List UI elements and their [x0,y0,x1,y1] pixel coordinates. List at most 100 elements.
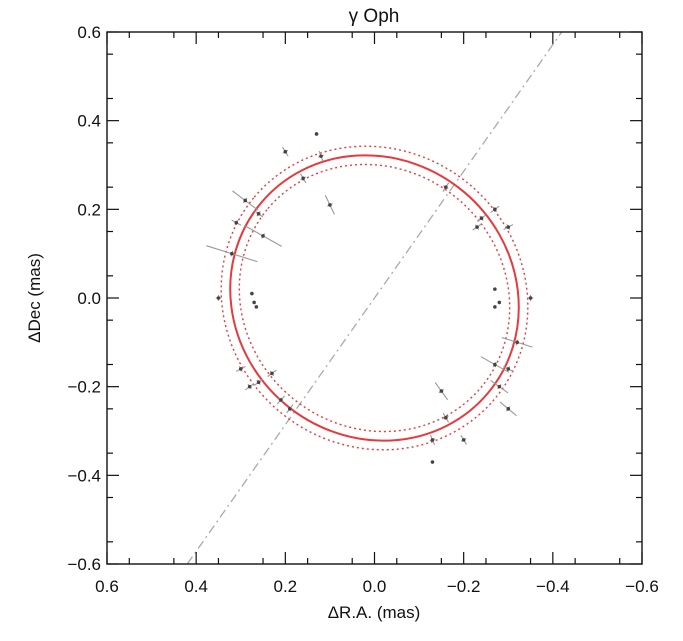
data-marker [475,225,479,229]
data-marker [238,367,243,371]
data-point [460,435,467,445]
data-point [490,205,500,213]
data-point [442,182,450,192]
data-point [282,146,289,157]
y-axis-title: ΔDec (mas) [25,253,44,343]
data-point [253,378,264,386]
data-marker [528,296,533,300]
data-marker [493,207,497,212]
data-marker [430,460,435,464]
data-marker [319,154,323,158]
data-marker [279,398,283,402]
data-point [480,356,510,373]
data-marker [497,384,502,389]
data-point [527,295,534,301]
fitted-orbit-ellipse [229,154,520,442]
data-marker [314,132,319,136]
data-marker [230,251,234,256]
data-marker [506,367,511,371]
data-marker [493,287,497,291]
data-marker [252,300,256,305]
data-marker [283,149,288,154]
data-marker [444,415,448,420]
y-tick-label: −0.4 [67,466,101,485]
chart-title: γ Oph [349,6,400,27]
data-point [286,404,294,414]
y-axis-ticks: 0.6 0.4 0.2 0.0 −0.2 −0.4 −0.6 [67,23,642,574]
data-point [252,300,256,305]
data-point [232,190,259,211]
data-marker [256,380,261,385]
data-point [244,383,255,391]
data-point [253,210,264,218]
data-marker [506,225,511,229]
data-point [490,379,509,394]
data-point [250,291,254,296]
data-point [499,401,517,417]
data-point [476,214,487,222]
data-point [299,173,307,184]
y-tick-label: 0.0 [77,289,101,308]
data-point [276,395,285,405]
data-marker [254,305,259,309]
data-marker [270,371,274,376]
data-point [503,365,514,372]
y-tick-label: 0.6 [77,23,101,42]
data-marker [247,384,252,389]
data-marker [506,407,511,411]
data-marker [439,389,444,393]
data-marker [515,340,519,345]
orientation-line [186,32,563,564]
data-marker [328,203,332,207]
x-tick-label: 0.4 [184,577,208,596]
data-point [231,219,242,226]
data-marker [444,185,448,189]
data-point [206,245,258,263]
y-tick-label: 0.2 [77,200,101,219]
data-marker [479,216,484,220]
x-tick-label: −0.4 [536,577,570,596]
data-point [267,369,277,377]
x-tick-label: −0.2 [447,577,481,596]
data-point [318,150,324,162]
data-point [235,365,246,372]
data-point [434,382,449,401]
outer-bound-ellipse [220,145,529,451]
data-point [324,195,336,215]
data-point [254,305,259,309]
data-marker [287,407,292,411]
x-tick-label: 0.6 [95,577,119,596]
data-marker [256,211,261,216]
x-tick-label: −0.6 [625,577,659,596]
data-marker [243,198,248,203]
data-point [244,224,282,247]
data-points [206,132,534,464]
data-marker [261,234,265,238]
data-marker [493,305,497,309]
x-tick-label: 0.0 [363,577,387,596]
data-marker [430,438,435,442]
y-tick-label: 0.4 [77,112,101,131]
y-tick-label: −0.6 [67,555,101,574]
x-axis-title: ΔR.A. (mas) [328,603,421,622]
inner-bound-ellipse [238,163,511,433]
data-marker [461,438,466,442]
data-point [314,132,319,136]
data-point [503,224,514,231]
uncertainty-ellipses [220,145,529,451]
data-point [215,295,222,301]
data-point [429,434,436,446]
data-marker [216,296,221,300]
y-tick-label: −0.2 [67,378,101,397]
data-point [493,287,497,291]
data-marker [234,220,239,225]
data-marker [301,176,305,181]
data-point [472,223,482,231]
x-tick-label: 0.2 [274,577,298,596]
data-point [442,412,450,423]
data-point [493,305,497,309]
x-axis-ticks: 0.6 0.4 0.2 0.0 −0.2 −0.4 −0.6 [95,32,659,596]
data-marker [250,291,254,296]
data-point [501,337,533,348]
